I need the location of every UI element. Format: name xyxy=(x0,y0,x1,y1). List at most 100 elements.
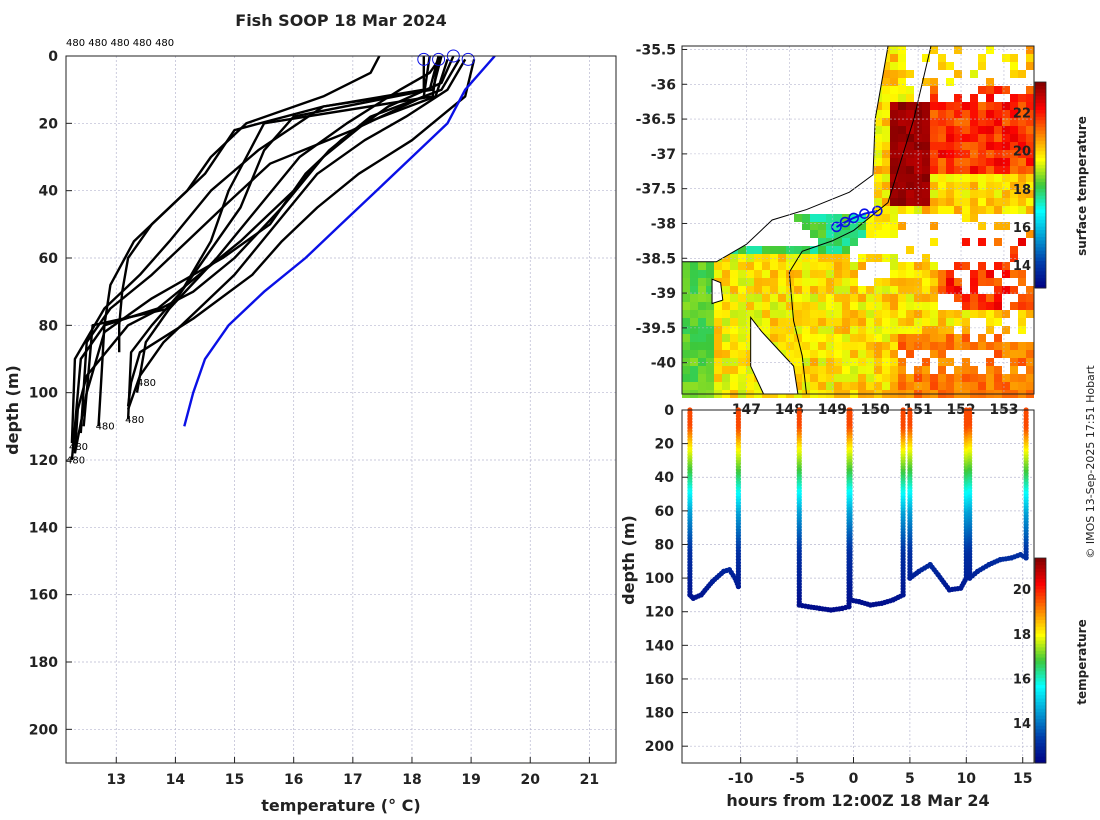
sst-cell xyxy=(1018,94,1026,102)
sst-cell xyxy=(1026,134,1034,142)
sst-cell xyxy=(874,230,882,238)
sst-cell xyxy=(922,358,930,366)
colorbar-band xyxy=(1035,116,1046,121)
sst-cell xyxy=(930,102,938,110)
sst-cell xyxy=(994,342,1002,350)
climatology-line xyxy=(183,56,496,427)
sst-cell xyxy=(882,94,890,102)
sst-cell xyxy=(698,262,706,270)
sst-cell xyxy=(786,342,794,350)
sst-cell xyxy=(898,198,906,206)
sst-cell xyxy=(690,318,698,326)
sst-cell xyxy=(898,134,906,142)
sst-cell xyxy=(826,278,834,286)
sst-cell xyxy=(978,190,986,198)
sst-cell xyxy=(746,302,754,310)
sst-cell xyxy=(826,286,834,294)
sst-cell xyxy=(994,350,1002,358)
y-tick-label: 60 xyxy=(39,251,59,267)
colorbar-band xyxy=(1035,88,1046,93)
sst-cell xyxy=(1010,118,1018,126)
sst-cell xyxy=(738,342,746,350)
sst-cell xyxy=(922,142,930,150)
sst-cell xyxy=(866,286,874,294)
lat-tick-label: -37.5 xyxy=(636,182,676,198)
colorbar-band xyxy=(1035,687,1046,692)
colorbar-tick-label: 22 xyxy=(1013,107,1031,122)
sst-cell xyxy=(978,342,986,350)
sst-cell xyxy=(738,326,746,334)
sst-cell xyxy=(930,270,938,278)
x-tick-label: 15 xyxy=(1013,771,1032,787)
colorbar-band xyxy=(1035,568,1046,573)
sst-cell xyxy=(738,350,746,358)
colorbar-band xyxy=(1035,95,1046,100)
colorbar-band xyxy=(1035,612,1046,617)
sst-cell xyxy=(938,118,946,126)
sst-cell xyxy=(922,270,930,278)
sst-cell xyxy=(690,286,698,294)
sst-cell xyxy=(786,262,794,270)
lat-tick-label: -38 xyxy=(651,216,676,232)
sst-cell xyxy=(906,102,914,110)
sst-cell xyxy=(882,342,890,350)
colorbar-band xyxy=(1035,85,1046,90)
sst-cell xyxy=(826,262,834,270)
sst-cell xyxy=(690,302,698,310)
sst-cell xyxy=(986,94,994,102)
sst-cell xyxy=(1018,342,1026,350)
sst-cell xyxy=(690,294,698,302)
sst-cell xyxy=(682,270,690,278)
colorbar-band xyxy=(1035,185,1046,189)
sst-cell xyxy=(994,110,1002,118)
sst-cell xyxy=(746,358,754,366)
sst-cell xyxy=(858,342,866,350)
sst-cell xyxy=(714,326,722,334)
sst-cell xyxy=(890,326,898,334)
sst-cell xyxy=(930,222,938,230)
sst-cell xyxy=(746,318,754,326)
sst-cell xyxy=(730,374,738,382)
sst-cell xyxy=(810,334,818,342)
sst-cell xyxy=(938,142,946,150)
sst-cell xyxy=(970,182,978,190)
sst-cell xyxy=(1026,230,1034,238)
sst-cell xyxy=(986,206,994,214)
sst-cell xyxy=(922,318,930,326)
sst-cell xyxy=(922,262,930,270)
colorbar-band xyxy=(1035,575,1046,579)
sst-cell xyxy=(682,358,690,366)
sst-cell xyxy=(682,366,690,374)
sst-cell xyxy=(850,238,858,246)
sst-cell xyxy=(930,166,938,174)
sst-cell xyxy=(858,310,866,318)
sst-cell xyxy=(946,342,954,350)
colorbar-band xyxy=(1035,106,1046,110)
sst-cell xyxy=(802,310,810,318)
sst-cell xyxy=(930,310,938,318)
sst-cell xyxy=(818,270,826,278)
sst-cell xyxy=(1010,126,1018,134)
sst-cell xyxy=(922,366,930,374)
track-point xyxy=(839,216,851,228)
sst-cell xyxy=(978,166,986,174)
sst-cell xyxy=(1026,382,1034,390)
sst-cell xyxy=(850,382,858,390)
sst-cell xyxy=(850,350,858,358)
sst-cell xyxy=(906,206,914,214)
sst-cell xyxy=(962,374,970,382)
sst-cell xyxy=(858,318,866,326)
sst-cell xyxy=(874,366,882,374)
sst-cell xyxy=(1002,158,1010,166)
sst-cell xyxy=(970,166,978,174)
sst-cell xyxy=(794,358,802,366)
sst-cell xyxy=(946,358,954,366)
colorbar-band xyxy=(1035,195,1046,200)
sst-cell xyxy=(802,294,810,302)
sst-cell xyxy=(890,206,898,214)
sst-cell xyxy=(994,190,1002,198)
lat-tick-label: -39.5 xyxy=(636,321,676,337)
sst-cell xyxy=(826,318,834,326)
profile-axis-ticks: 13 14 15 16 17 18 19 20 21 0 20 40 60 80 100 120 140 160 1… xyxy=(29,49,599,788)
sst-cell xyxy=(930,126,938,134)
